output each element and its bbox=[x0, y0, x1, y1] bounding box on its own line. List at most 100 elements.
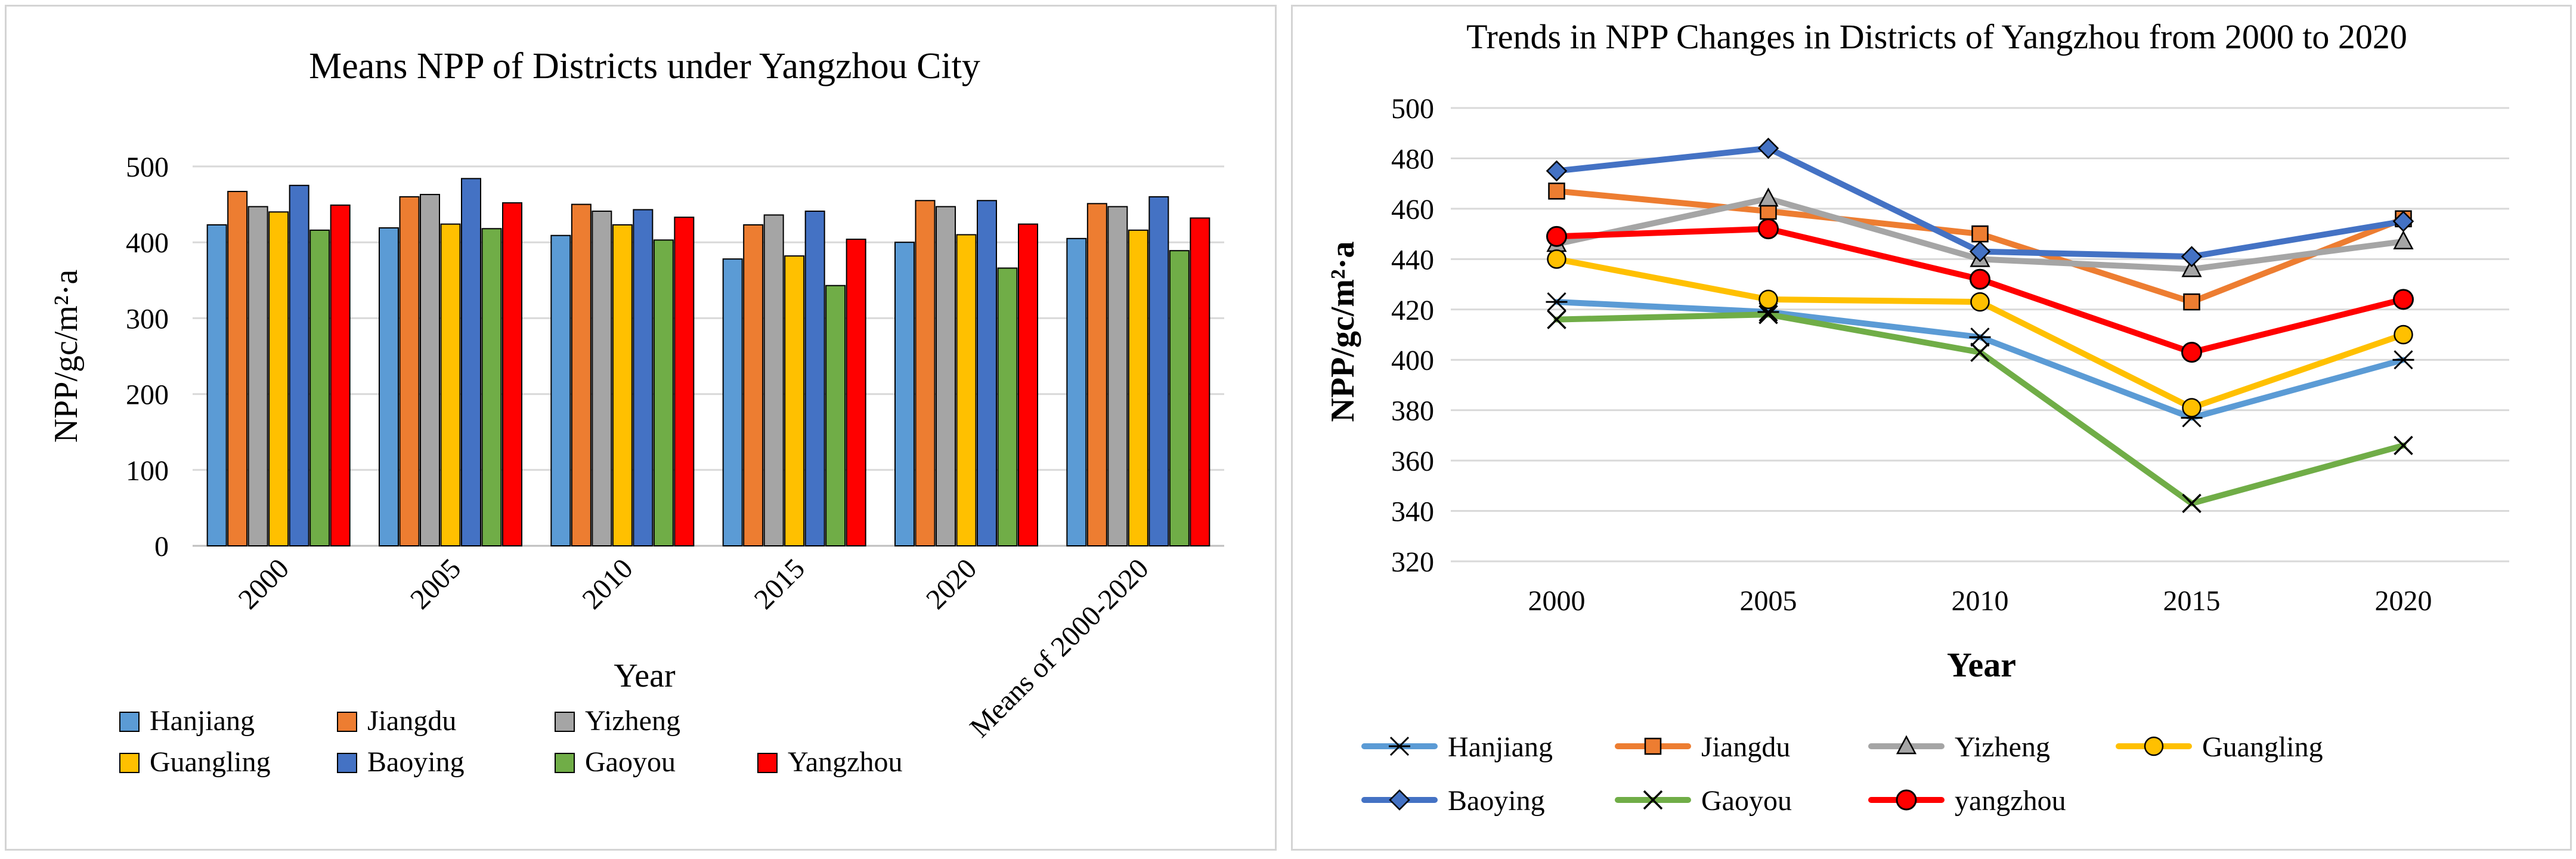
bar-baoying-2000 bbox=[289, 184, 309, 546]
legend-marker-hanjiang bbox=[1389, 736, 1410, 756]
bar-baoying-2015 bbox=[804, 211, 825, 547]
x-tick-label: 2010 bbox=[1952, 585, 2009, 617]
y-tick-label: 360 bbox=[1391, 446, 1434, 477]
bar-gaoyou-2015 bbox=[825, 285, 846, 546]
marker-baoying-2000 bbox=[1546, 160, 1568, 182]
bar-yizheng-2000 bbox=[247, 206, 268, 546]
legend-label-hanjiang: Hanjiang bbox=[1448, 731, 1553, 763]
marker-baoying-2020 bbox=[2392, 211, 2414, 232]
legend-swatch-baoying bbox=[337, 753, 357, 773]
bar-jiangdu-2015 bbox=[743, 224, 764, 547]
legend-marker-yizheng bbox=[1896, 735, 1917, 755]
bar-yangzhou-2010 bbox=[674, 217, 695, 546]
marker-yizheng-2015 bbox=[2181, 258, 2202, 277]
x-tick-label: Means of 2000-2020 bbox=[964, 552, 1154, 743]
marker-gaoyou-2000 bbox=[1547, 310, 1566, 329]
bar-gaoyou-means-of-2000-2020 bbox=[1169, 250, 1190, 546]
marker-hanjiang-2010 bbox=[1969, 327, 1991, 347]
marker-guangling-2020 bbox=[2394, 325, 2413, 345]
bar-yangzhou-2020 bbox=[1018, 223, 1038, 546]
x-tick-label: 2000 bbox=[233, 552, 295, 615]
y-tick-label: 400 bbox=[1391, 345, 1434, 376]
marker-baoying-2010 bbox=[1969, 240, 1991, 262]
legend-marker-guangling bbox=[2144, 736, 2164, 756]
bar-hanjiang-2000 bbox=[206, 224, 227, 547]
line-chart-panel: Trends in NPP Changes in Districts of Ya… bbox=[1291, 5, 2572, 851]
marker-jiangdu-2010 bbox=[1971, 225, 1989, 243]
line-chart: Trends in NPP Changes in Districts of Ya… bbox=[1324, 17, 2509, 817]
bar-yizheng-2020 bbox=[936, 206, 956, 546]
bar-baoying-2020 bbox=[977, 200, 997, 546]
bar-gaoyou-2005 bbox=[481, 228, 502, 546]
bar-jiangdu-2005 bbox=[399, 196, 420, 546]
marker-hanjiang-2000 bbox=[1546, 292, 1568, 312]
bar-hanjiang-2015 bbox=[722, 258, 743, 546]
bar-baoying-2005 bbox=[461, 178, 481, 546]
marker-guangling-2010 bbox=[1970, 292, 1990, 312]
marker-yangzhou-2020 bbox=[2393, 289, 2414, 310]
bar-guangling-2020 bbox=[956, 234, 977, 547]
bar-hanjiang-2010 bbox=[550, 234, 571, 546]
bar-yizheng-2015 bbox=[763, 214, 784, 546]
legend-swatch-jiangdu bbox=[337, 712, 357, 732]
y-axis-title: NPP/gc/m²·a bbox=[1324, 242, 1361, 422]
legend-label-yizheng: Yizheng bbox=[585, 705, 680, 737]
bar-jiangdu-means-of-2000-2020 bbox=[1086, 203, 1107, 546]
legend-swatch-hanjiang bbox=[119, 712, 140, 732]
marker-guangling-2005 bbox=[1758, 289, 1778, 310]
x-tick-label: 2000 bbox=[1528, 585, 1586, 617]
bar-gaoyou-2000 bbox=[309, 229, 330, 546]
series-line-gaoyou bbox=[1553, 311, 2407, 506]
marker-guangling-2000 bbox=[1547, 249, 1566, 269]
y-tick-label: 380 bbox=[1391, 395, 1434, 427]
marker-jiangdu-2015 bbox=[2183, 293, 2200, 311]
legend-marker-yangzhou bbox=[1896, 789, 1917, 811]
legend-label-baoying: Baoying bbox=[367, 746, 465, 778]
marker-yangzhou-2010 bbox=[1970, 268, 1990, 290]
x-tick-label: 2010 bbox=[576, 552, 639, 615]
marker-gaoyou-2010 bbox=[1970, 342, 1990, 362]
y-tick-label: 100 bbox=[126, 455, 169, 487]
legend-label-yangzhou: yangzhou bbox=[1955, 785, 2066, 817]
y-tick-label: 320 bbox=[1391, 546, 1434, 578]
y-tick-label: 500 bbox=[126, 152, 169, 183]
chart-title: Trends in NPP Changes in Districts of Ya… bbox=[1466, 17, 2407, 56]
legend-label-guangling: Guangling bbox=[2202, 731, 2323, 763]
x-tick-label: 2020 bbox=[920, 552, 983, 615]
legend-label-jiangdu: Jiangdu bbox=[1701, 731, 1790, 763]
y-axis-title: NPP/gc/m²·a bbox=[48, 270, 85, 443]
legend-swatch-guangling bbox=[119, 753, 140, 773]
y-tick-label: 440 bbox=[1391, 244, 1434, 276]
x-axis-title: Year bbox=[1947, 645, 2016, 684]
marker-yizheng-2020 bbox=[2393, 230, 2414, 250]
marker-gaoyou-2015 bbox=[2182, 493, 2202, 514]
legend-label-baoying: Baoying bbox=[1448, 785, 1545, 817]
bar-yangzhou-2000 bbox=[330, 204, 351, 546]
y-tick-label: 400 bbox=[126, 227, 169, 259]
legend-label-gaoyou: Gaoyou bbox=[585, 746, 676, 778]
marker-hanjiang-2020 bbox=[2392, 350, 2414, 370]
bar-jiangdu-2000 bbox=[227, 190, 248, 546]
legend-swatch-yizheng bbox=[555, 712, 575, 732]
bar-hanjiang-means-of-2000-2020 bbox=[1066, 237, 1087, 546]
marker-yangzhou-2015 bbox=[2181, 342, 2202, 363]
bar-yizheng-means-of-2000-2020 bbox=[1107, 206, 1128, 546]
bar-guangling-2010 bbox=[612, 224, 633, 547]
legend-marker-baoying bbox=[1389, 789, 1410, 811]
legend-label-yangzhou: Yangzhou bbox=[788, 746, 902, 778]
bar-chart: Means NPP of Districts under Yangzhou Ci… bbox=[48, 46, 1224, 778]
y-tick-label: 0 bbox=[154, 531, 169, 563]
marker-yangzhou-2000 bbox=[1546, 225, 1567, 247]
marker-gaoyou-2005 bbox=[1758, 304, 1778, 325]
x-tick-label: 2005 bbox=[404, 552, 467, 615]
marker-yangzhou-2005 bbox=[1758, 218, 1779, 240]
y-tick-label: 420 bbox=[1391, 295, 1434, 326]
legend-label-yizheng: Yizheng bbox=[1955, 731, 2050, 763]
bar-guangling-2005 bbox=[440, 223, 461, 546]
y-tick-label: 480 bbox=[1391, 143, 1434, 175]
y-tick-label: 460 bbox=[1391, 194, 1434, 225]
bar-baoying-2010 bbox=[633, 209, 654, 546]
marker-baoying-2015 bbox=[2181, 246, 2203, 267]
bar-jiangdu-2020 bbox=[915, 200, 936, 546]
legend-marker-jiangdu bbox=[1644, 737, 1662, 755]
